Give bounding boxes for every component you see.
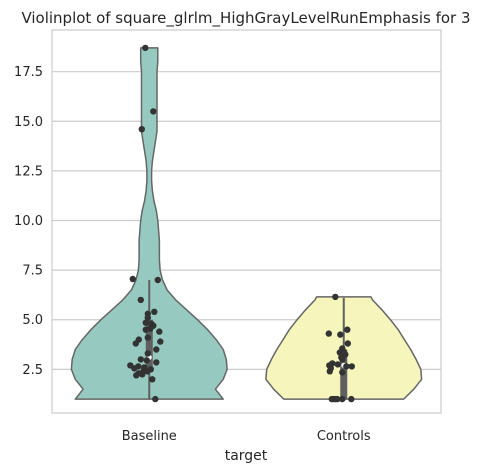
violins [71,45,421,403]
data-point [339,396,345,402]
data-point [343,363,349,369]
data-point [138,356,144,362]
data-point [144,357,150,363]
y-tick-label: 17.5 [14,65,43,80]
data-point [151,309,157,315]
data-point [139,126,145,132]
data-point [157,338,163,344]
y-tick-label: 7.5 [22,264,43,279]
data-point [148,366,154,372]
y-tick-label: 12.5 [14,164,43,179]
data-point [142,45,148,51]
violin-baseline [71,45,227,403]
data-point [152,396,158,402]
data-point [348,396,354,402]
data-point [339,356,345,362]
data-point [133,340,139,346]
data-point [153,359,159,365]
data-point [345,340,351,346]
data-point [138,297,144,303]
data-point [150,108,156,114]
data-point [145,334,151,340]
data-point [143,327,149,333]
data-point [139,371,145,377]
data-point [339,369,345,375]
x-tick-labels: Baseline Controls [122,429,371,444]
y-tick-labels: 2.5 5.0 7.5 10.0 12.5 15.0 17.5 [14,65,43,378]
data-point [335,361,341,367]
x-axis-label: target [225,448,268,464]
violin-controls [266,294,422,403]
data-point [149,376,155,382]
x-tick-label: Controls [317,429,371,444]
data-point [349,363,355,369]
y-tick-label: 15.0 [14,115,43,130]
y-tick-label: 2.5 [22,363,43,378]
y-tick-label: 5.0 [22,313,43,328]
data-point [337,331,343,337]
data-point [130,276,136,282]
data-point [156,328,162,334]
data-point [327,368,333,374]
data-point [143,320,149,326]
data-point [153,346,159,352]
data-point [145,350,151,356]
data-point [131,365,137,371]
data-point [155,277,161,283]
data-point [332,294,338,300]
data-point [326,330,332,336]
y-tick-label: 10.0 [14,214,43,229]
data-point [133,372,139,378]
data-point [344,327,350,333]
chart-title: Violinplot of square_glrlm_HighGrayLevel… [21,9,470,28]
x-tick-label: Baseline [122,429,177,444]
